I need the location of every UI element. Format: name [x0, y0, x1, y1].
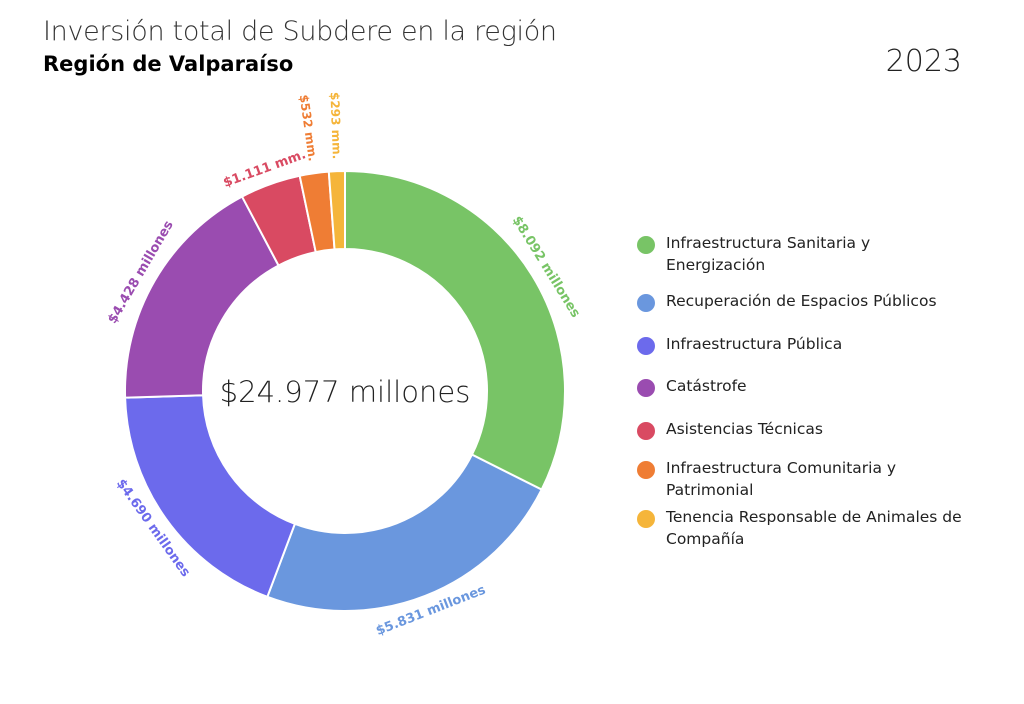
- legend-swatch: [637, 236, 655, 254]
- donut-slice: [327, 169, 346, 251]
- donut-slice: [124, 394, 297, 599]
- legend-item: Tenencia Responsable de Animales de Comp…: [637, 506, 1007, 550]
- legend-swatch: [637, 461, 655, 479]
- donut-slice: [124, 195, 280, 399]
- total-label: $24.977 millones: [220, 375, 471, 409]
- legend-item: Recuperación de Espacios Públicos: [637, 290, 1007, 312]
- legend-swatch: [637, 422, 655, 440]
- legend-item: Infraestructura Pública: [637, 333, 1007, 355]
- legend-swatch: [637, 294, 655, 312]
- legend-label: Infraestructura Pública: [666, 335, 843, 353]
- legend-label: Tenencia Responsable de Animales de Comp…: [666, 508, 962, 548]
- chart-subtitle: Región de Valparaíso: [43, 52, 294, 76]
- legend-label: Infraestructura Sanitaria y Energización: [666, 234, 871, 274]
- legend-swatch: [637, 337, 655, 355]
- legend-item: Infraestructura Sanitaria y Energización: [637, 232, 1007, 276]
- legend-label: Catástrofe: [666, 377, 747, 395]
- slice-value-label: $293 mm.: [327, 92, 343, 160]
- legend-item: Asistencias Técnicas: [637, 418, 1007, 440]
- legend-label: Infraestructura Comunitaria y Patrimonia…: [666, 459, 897, 499]
- chart-title: Inversión total de Subdere en la región: [43, 16, 557, 47]
- legend-label: Recuperación de Espacios Públicos: [666, 292, 937, 310]
- legend-swatch: [637, 379, 655, 397]
- legend-swatch: [637, 510, 655, 528]
- year-label: 2023: [885, 44, 962, 79]
- legend-item: Catástrofe: [637, 375, 1007, 397]
- legend-item: Infraestructura Comunitaria y Patrimonia…: [637, 457, 1007, 501]
- donut-slice: [266, 453, 544, 612]
- donut-slice: [344, 169, 566, 491]
- legend-label: Asistencias Técnicas: [666, 420, 823, 438]
